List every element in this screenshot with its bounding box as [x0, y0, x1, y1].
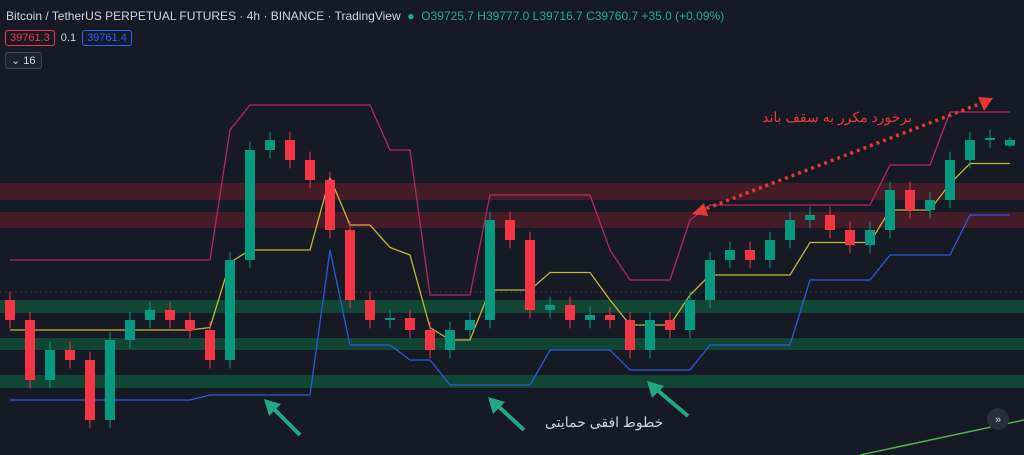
candle-body — [365, 300, 375, 320]
candle-body — [485, 220, 495, 320]
candle-body — [425, 330, 435, 350]
order-buttons: 39761.3 0.1 39761.4 — [5, 30, 132, 46]
support-zone — [0, 300, 1024, 313]
band-line — [10, 104, 1010, 296]
candle-body — [205, 330, 215, 360]
candle-body — [905, 190, 915, 210]
candle-body — [105, 340, 115, 420]
candle-body — [625, 320, 635, 350]
candle-body — [945, 160, 955, 200]
candle-body — [405, 318, 415, 330]
candle-body — [685, 300, 695, 330]
candle-body — [585, 315, 595, 320]
candle-body — [225, 260, 235, 360]
candle-body — [65, 350, 75, 360]
candle-body — [605, 315, 615, 320]
exchange: BINANCE — [270, 9, 325, 23]
candle-body — [645, 320, 655, 350]
close-value: C39760.7 — [586, 9, 639, 23]
support-annotation: خطوط افقی حمایتی — [545, 414, 664, 430]
spread: 0.1 — [60, 32, 77, 44]
symbol: Bitcoin / TetherUS PERPETUAL FUTURES — [6, 9, 237, 23]
candle-body — [865, 230, 875, 245]
support-zone — [0, 338, 1024, 350]
buy-button[interactable]: 39761.4 — [82, 30, 132, 46]
candle-body — [805, 215, 815, 220]
candle-body — [665, 320, 675, 330]
candle-body — [985, 138, 995, 140]
candle-body — [345, 230, 355, 300]
candle-body — [325, 180, 335, 230]
candle-body — [525, 240, 535, 310]
candle-body — [925, 200, 935, 210]
change-value: +35.0 (+0.09%) — [641, 9, 725, 23]
candle-body — [965, 140, 975, 160]
candle-body — [5, 300, 15, 320]
scroll-button[interactable] — [987, 408, 1009, 430]
resistance-annotation: برخورد مکرر به سقف باند — [762, 109, 912, 125]
arrowhead — [488, 397, 505, 414]
arrowhead — [647, 381, 664, 398]
candle-body — [385, 318, 395, 320]
support-arrow — [654, 387, 690, 418]
indicator-toggle[interactable]: ⌄ 16 — [5, 52, 42, 69]
candle-body — [85, 360, 95, 420]
candle-body — [745, 250, 755, 260]
arrowhead — [692, 203, 708, 216]
indicator-count: 16 — [23, 55, 36, 67]
support-zone — [0, 375, 1024, 388]
candle-body — [705, 260, 715, 300]
candle-body — [845, 230, 855, 245]
band-line — [10, 214, 1010, 401]
candle-body — [245, 150, 255, 260]
resistance-arrow — [699, 101, 983, 213]
open-value: O39725.7 — [421, 9, 474, 23]
candle-body — [305, 160, 315, 180]
candle-body — [785, 220, 795, 240]
band-line — [10, 162, 1010, 341]
candle-body — [825, 215, 835, 230]
candle-body — [125, 320, 135, 340]
candle-body — [185, 320, 195, 330]
candle-body — [445, 330, 455, 350]
candle-body — [725, 250, 735, 260]
resistance-zone — [0, 183, 1024, 200]
candle-body — [885, 190, 895, 230]
candle-body — [465, 320, 475, 330]
source: TradingView — [334, 9, 401, 23]
support-arrow — [270, 405, 302, 437]
candle-body — [285, 140, 295, 160]
arrowhead — [978, 97, 993, 111]
candle-body — [1005, 139, 1015, 146]
candle-body — [165, 310, 175, 320]
candle-body — [565, 305, 575, 320]
sell-button[interactable]: 39761.3 — [5, 30, 55, 46]
low-value: L39716.7 — [532, 9, 583, 23]
candle-body — [545, 305, 555, 310]
candle-body — [505, 220, 515, 240]
support-arrow — [495, 403, 526, 432]
candle-body — [25, 320, 35, 380]
candle-body — [265, 140, 275, 150]
interval: 4h — [246, 9, 261, 23]
arrowhead — [264, 399, 281, 416]
scroll-icon[interactable]: » — [995, 414, 1001, 426]
arrows — [264, 381, 690, 437]
high-value: H39777.0 — [477, 9, 530, 23]
header: Bitcoin / TetherUS PERPETUAL FUTURES · 4… — [6, 9, 725, 23]
candle-body — [765, 240, 775, 260]
candle-body — [45, 350, 55, 380]
candle-body — [145, 310, 155, 320]
